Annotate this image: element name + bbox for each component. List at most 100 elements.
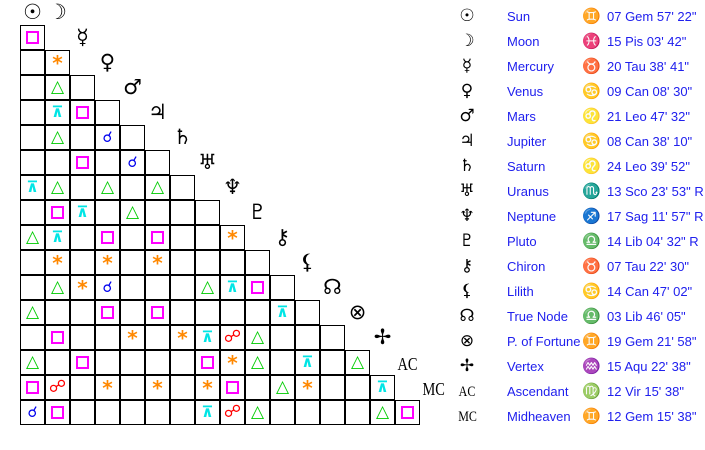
body-position: 17 Sag 11' 57" R <box>607 209 704 224</box>
quincunx-icon: ⊼ <box>76 203 89 221</box>
zodiac-sign-icon: ♉ <box>582 58 601 75</box>
aspect-cell <box>145 325 170 350</box>
aspect-cell <box>395 400 420 425</box>
zodiac-sign-icon: ♊ <box>582 333 601 350</box>
aspect-cell <box>345 400 370 425</box>
aspect-cell <box>145 300 170 325</box>
aspect-cell: ⊼ <box>20 175 45 200</box>
venus-icon: ♀ <box>460 81 474 101</box>
aspect-cell <box>20 275 45 300</box>
aspect-cell: △ <box>370 400 395 425</box>
aspect-cell: ⊼ <box>295 350 320 375</box>
conjunction-icon: ☌ <box>27 403 38 421</box>
aspect-cell <box>70 100 95 125</box>
aspect-cell <box>220 300 245 325</box>
aspect-cell: * <box>195 375 220 400</box>
body-name: Sun <box>507 9 531 24</box>
uranus-icon: ♅ <box>459 181 475 201</box>
body-name: Vertex <box>507 359 544 374</box>
ascendant-glyph-icon: AC <box>397 354 418 374</box>
aspect-cell: ⊼ <box>70 200 95 225</box>
aspect-cell <box>70 300 95 325</box>
aspect-cell <box>145 200 170 225</box>
aspect-cell <box>170 400 195 425</box>
opposition-icon: ☍ <box>223 327 242 347</box>
aspect-cell <box>95 200 120 225</box>
position-row: ♂ Mars ♌ 21 Leo 47' 32" <box>450 105 705 130</box>
body-position: 21 Leo 47' 32" <box>607 109 691 124</box>
true-node-glyph-icon: ☊ <box>323 275 342 299</box>
aspect-cell: * <box>70 275 95 300</box>
conjunction-icon: ☌ <box>127 153 138 171</box>
square-icon <box>76 156 89 169</box>
neptune-icon: ♆ <box>459 206 475 226</box>
moon-glyph-icon: ☽ <box>48 0 67 24</box>
aspect-cell <box>20 250 45 275</box>
sun-glyph-icon: ☉ <box>23 0 42 24</box>
quincunx-icon: ⊼ <box>301 353 314 371</box>
aspect-cell <box>245 300 270 325</box>
true-node-icon: ☊ <box>459 306 475 326</box>
aspect-cell: ⊼ <box>220 275 245 300</box>
aspect-cell <box>120 125 145 150</box>
mars-icon: ♂ <box>459 106 475 126</box>
position-row: ⚸ Lilith ♋ 14 Can 47' 02" <box>450 280 705 305</box>
aspect-grid: ☉ ☽ ☿ ♀ ♂ ♃ ♄ ♅ ♆ ♇ ⚷ ⚸ ☊ ⊗ ✢ AC MC * △ ⊼ △ ☌ ☌ ⊼ △ △ △ ⊼ △ △ ⊼ * * * * △ * ☌… <box>20 0 445 425</box>
moon-icon: ☽ <box>459 31 475 51</box>
trine-icon: △ <box>50 127 65 147</box>
body-name: Mars <box>507 109 536 124</box>
position-row: ♃ Jupiter ♋ 08 Can 38' 10" <box>450 130 705 155</box>
body-name: Pluto <box>507 234 537 249</box>
square-icon <box>226 381 239 394</box>
aspect-cell: △ <box>245 325 270 350</box>
lilith-glyph-icon: ⚸ <box>299 250 316 274</box>
aspect-cell <box>320 400 345 425</box>
aspect-cell: △ <box>20 300 45 325</box>
aspect-cell: ⊼ <box>45 225 70 250</box>
sextile-icon: * <box>152 375 163 400</box>
quincunx-icon: ⊼ <box>376 378 389 396</box>
aspect-cell <box>20 375 45 400</box>
body-name: Neptune <box>507 209 557 224</box>
aspect-cell <box>95 300 120 325</box>
body-position: 07 Gem 57' 22" <box>607 9 697 24</box>
aspect-cell: ⊼ <box>370 375 395 400</box>
body-name: Midheaven <box>507 409 571 424</box>
quincunx-icon: ⊼ <box>201 403 214 421</box>
aspect-cell <box>120 175 145 200</box>
aspect-cell <box>95 325 120 350</box>
aspect-cell <box>145 150 170 175</box>
body-position: 20 Tau 38' 41" <box>607 59 690 74</box>
body-name: P. of Fortune <box>507 334 581 349</box>
body-name: Saturn <box>507 159 546 174</box>
zodiac-sign-icon: ♋ <box>582 133 601 150</box>
body-position: 12 Gem 15' 38" <box>607 409 697 424</box>
trine-icon: △ <box>25 227 40 247</box>
sextile-icon: * <box>52 250 63 275</box>
zodiac-sign-icon: ♉ <box>582 258 601 275</box>
aspect-cell: ☍ <box>220 400 245 425</box>
square-icon <box>151 231 164 244</box>
square-icon <box>76 356 89 369</box>
lilith-icon: ⚸ <box>460 281 474 301</box>
aspect-cell <box>345 375 370 400</box>
aspect-cell <box>95 400 120 425</box>
aspect-cell <box>170 300 195 325</box>
aspect-cell: ⊼ <box>45 100 70 125</box>
position-row: AC Ascendant ♍ 12 Vir 15' 38" <box>450 380 705 405</box>
aspect-cell <box>70 75 95 100</box>
aspect-cell: * <box>120 325 145 350</box>
quincunx-icon: ⊼ <box>276 303 289 321</box>
aspect-cell: * <box>220 225 245 250</box>
aspect-cell <box>245 375 270 400</box>
aspect-cell <box>120 350 145 375</box>
aspect-cell: △ <box>45 75 70 100</box>
body-name: Ascendant <box>507 384 569 399</box>
aspect-cell <box>195 200 220 225</box>
position-row: MC Midheaven ♊ 12 Gem 15' 38" <box>450 405 705 430</box>
sextile-icon: * <box>302 375 313 400</box>
trine-icon: △ <box>100 177 115 197</box>
aspect-cell <box>295 400 320 425</box>
aspect-cell <box>120 300 145 325</box>
trine-icon: △ <box>250 327 265 347</box>
